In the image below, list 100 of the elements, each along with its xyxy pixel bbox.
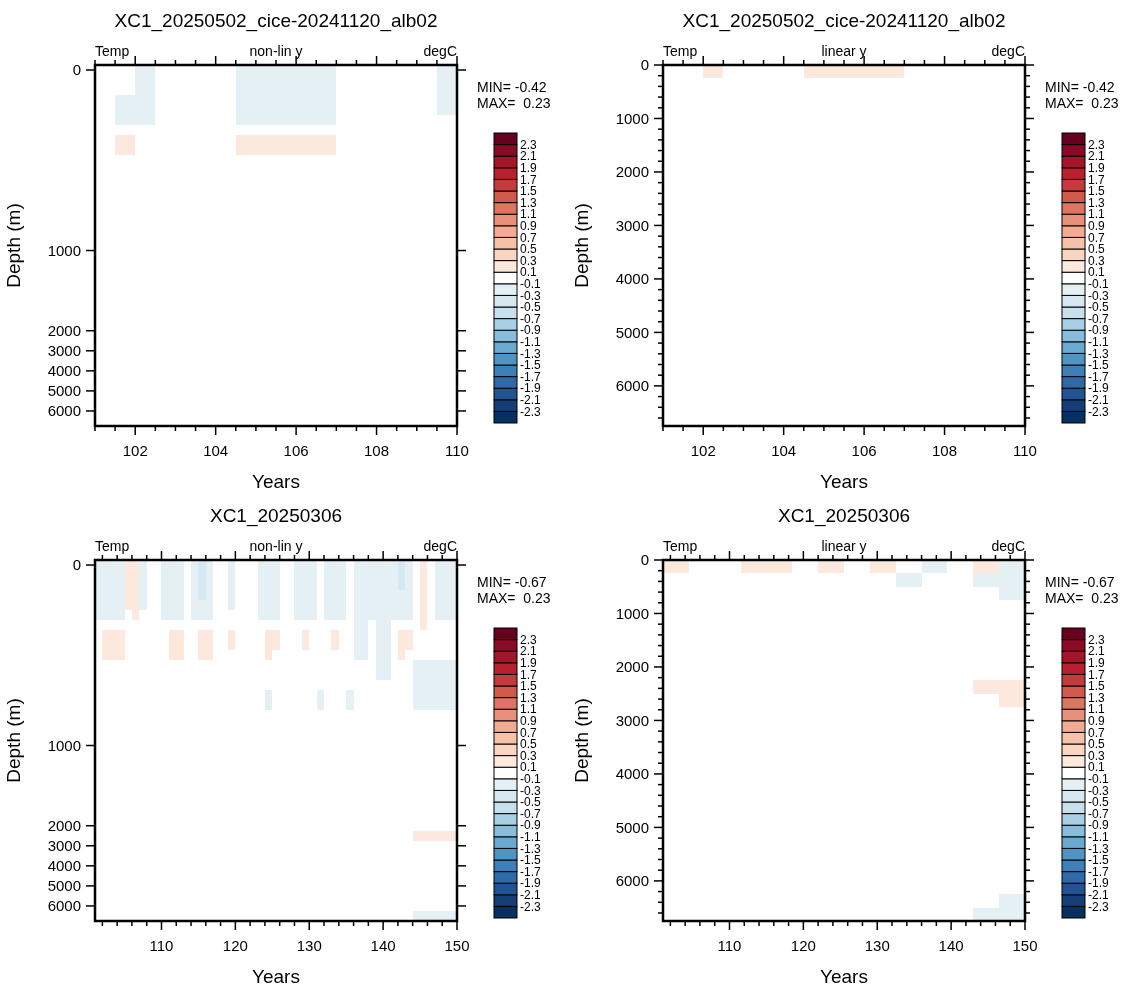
color-bar-label: -1.9 xyxy=(520,381,541,396)
text: MIN= -0.67 xyxy=(477,574,547,590)
y-tick-label: 3000 xyxy=(615,216,649,234)
color-bar-label: 2.1 xyxy=(1088,149,1106,164)
y-axis-title: Depth (m) xyxy=(571,203,592,288)
color-bar-label: 2.1 xyxy=(520,149,538,164)
color-bar-label: -0.3 xyxy=(1088,288,1109,303)
text: Temp xyxy=(663,538,698,554)
color-bar-label: -0.1 xyxy=(520,277,541,291)
x-tick-label: 110 xyxy=(717,937,742,954)
color-bar-label: -1.1 xyxy=(520,335,541,349)
color-bar-label: -2.1 xyxy=(1088,393,1109,407)
color-bar-label: -0.9 xyxy=(1088,818,1109,833)
color-bar-label: 1.1 xyxy=(1088,207,1106,222)
color-bar-label: -1.9 xyxy=(1088,876,1109,891)
x-tick-label: 102 xyxy=(122,442,148,459)
color-bar-label: 0.9 xyxy=(520,714,538,728)
color-bar-label: 0.1 xyxy=(1088,265,1106,280)
text: degC xyxy=(423,43,457,59)
x-tick-label: 120 xyxy=(790,937,816,954)
y-tick-label: 1000 xyxy=(615,109,649,127)
color-bar-label: -0.9 xyxy=(520,323,541,338)
color-bar-label: 2.3 xyxy=(1088,632,1106,647)
y-tick-label: 4000 xyxy=(615,765,649,783)
text: degC xyxy=(423,538,457,554)
y-tick-label: 1000 xyxy=(47,241,81,259)
color-bar-label: -1.3 xyxy=(520,346,541,361)
color-bar-label: -0.3 xyxy=(520,288,541,303)
color-bar-label: -0.1 xyxy=(1088,772,1109,786)
color-bar-label: -1.9 xyxy=(520,876,541,891)
text: MIN= -0.42 xyxy=(1045,79,1115,95)
color-bar-label: -0.3 xyxy=(520,783,541,798)
color-bar-label: 1.1 xyxy=(1088,702,1106,717)
x-tick-label: 108 xyxy=(364,442,390,459)
color-bar-label: 2.3 xyxy=(520,632,538,647)
color-bar-label: 1.7 xyxy=(1088,667,1106,682)
y-tick-label: 6000 xyxy=(47,897,81,915)
color-bar-label: 1.9 xyxy=(520,656,538,670)
color-bar-label: -2.1 xyxy=(1088,888,1109,902)
text: Temp xyxy=(663,43,698,59)
x-axis-title: Years xyxy=(252,471,300,492)
x-tick-label: 104 xyxy=(771,442,797,459)
text: MAX= 0.23 xyxy=(477,95,551,111)
color-bar-label: -2.1 xyxy=(520,888,541,902)
color-bar-label: -2.3 xyxy=(1088,404,1109,419)
color-bar-label: 1.9 xyxy=(1088,656,1106,670)
color-bar-label: 1.1 xyxy=(520,702,538,717)
y-tick-label: 5000 xyxy=(615,323,649,341)
text: Temp xyxy=(95,43,130,59)
text: linear y xyxy=(821,538,867,554)
color-bar-label: 1.9 xyxy=(520,161,538,175)
x-tick-label: 108 xyxy=(932,442,958,459)
color-bar-label: 2.3 xyxy=(520,137,538,152)
color-bar-label: -1.1 xyxy=(520,830,541,844)
y-tick-label: 6000 xyxy=(47,402,81,420)
y-tick-label: 0 xyxy=(72,61,81,79)
chart-title: XC1_20250306 xyxy=(777,505,911,527)
color-bar-label: -1.1 xyxy=(1088,335,1109,349)
chart-title: XC1_20250306 xyxy=(209,505,343,527)
y-tick-label: 1000 xyxy=(47,736,81,754)
text: MIN= -0.42 xyxy=(477,79,547,95)
y-tick-label: 3000 xyxy=(47,837,81,855)
x-tick-label: 140 xyxy=(938,937,964,954)
color-bar-label: 0.7 xyxy=(520,230,538,245)
text: Temp xyxy=(95,538,130,554)
x-tick-label: 130 xyxy=(296,937,322,954)
y-tick-label: 0 xyxy=(640,56,649,74)
x-tick-label: 110 xyxy=(149,937,174,954)
text: MAX= 0.23 xyxy=(1045,95,1119,111)
color-bar-label: 2.1 xyxy=(520,644,538,659)
color-bar-label: 0.9 xyxy=(1088,714,1106,728)
x-tick-label: 120 xyxy=(222,937,248,954)
color-bar-label: -2.3 xyxy=(520,899,541,914)
y-tick-label: 6000 xyxy=(615,377,649,395)
x-tick-label: 104 xyxy=(203,442,229,459)
x-axis-title: Years xyxy=(820,966,868,987)
chart-title: XC1_20250502_cice-20241120_alb02 xyxy=(682,10,1006,32)
color-bar-label: -1.9 xyxy=(1088,381,1109,396)
y-tick-label: 2000 xyxy=(47,816,81,834)
y-tick-label: 2000 xyxy=(615,163,649,181)
color-bar-label: 0.7 xyxy=(1088,725,1106,740)
color-bar-label: -2.1 xyxy=(520,393,541,407)
y-tick-label: 4000 xyxy=(615,270,649,288)
y-tick-label: 3000 xyxy=(615,711,649,729)
x-tick-label: 106 xyxy=(851,442,877,459)
y-axis-title: Depth (m) xyxy=(3,203,24,288)
color-bar-label: -0.3 xyxy=(1088,783,1109,798)
color-bar-label: -2.3 xyxy=(1088,899,1109,914)
color-bar-label: 2.1 xyxy=(1088,644,1106,659)
y-tick-label: 4000 xyxy=(47,857,81,875)
text: non-lin y xyxy=(249,538,303,554)
y-axis-title: Depth (m) xyxy=(571,698,592,783)
color-bar-label: -0.1 xyxy=(520,772,541,786)
y-tick-label: 6000 xyxy=(615,872,649,890)
x-tick-label: 140 xyxy=(370,937,396,954)
color-bar-label: 0.7 xyxy=(520,725,538,740)
y-tick-label: 4000 xyxy=(47,362,81,380)
y-tick-label: 5000 xyxy=(47,382,81,400)
color-bar-label: -1.1 xyxy=(1088,830,1109,844)
color-bar-label: 0.1 xyxy=(520,265,538,280)
